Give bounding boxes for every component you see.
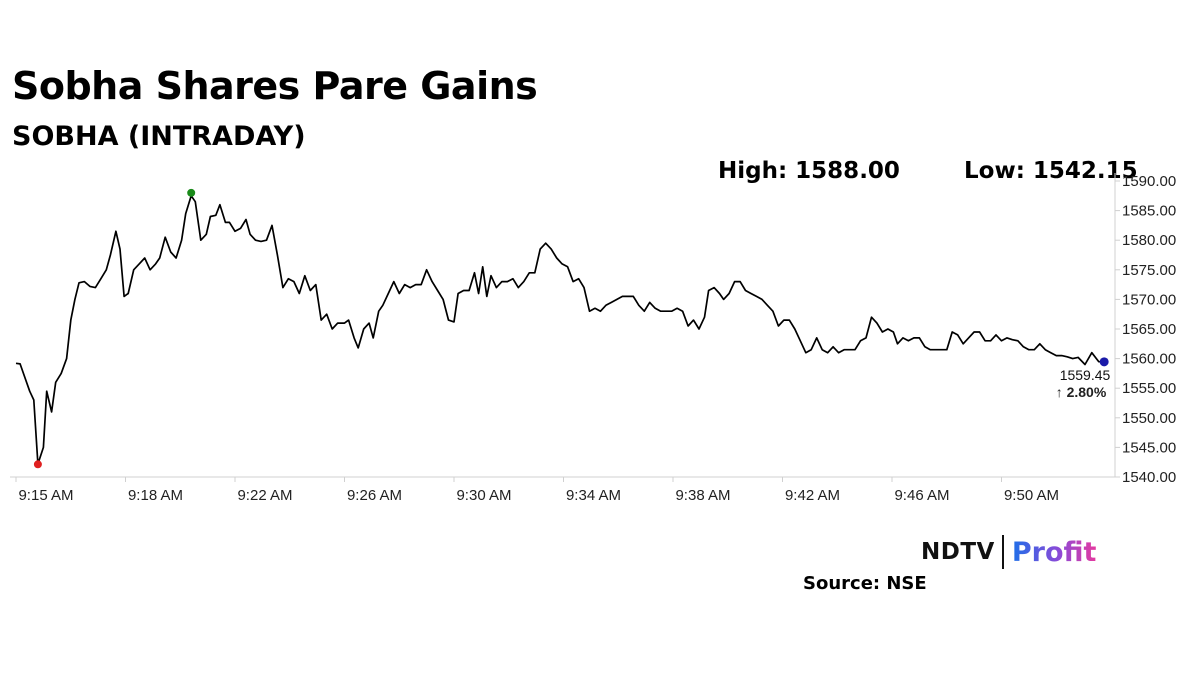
change-percent-label: ↑ 2.80% — [1056, 384, 1107, 400]
last-price-marker — [1099, 357, 1109, 367]
y-axis: 1540.00 1545.00 1550.00 1555.00 1560.00 1565.… — [1114, 173, 1176, 486]
x-tick-label: 9:38 AM — [675, 487, 730, 504]
x-axis: 9:15 AM 9:18 AM 9:22 AM 9:26 AM 9:30 AM 9:34 … — [10, 476, 1115, 504]
x-tick-label: 9:26 AM — [347, 487, 402, 504]
y-tick-label: 1540.00 — [1122, 469, 1176, 486]
x-tick-label: 9:42 AM — [785, 487, 840, 504]
y-tick-label: 1545.00 — [1122, 439, 1176, 456]
x-tick-label: 9:30 AM — [456, 487, 511, 504]
source-note: Source: NSE — [803, 573, 927, 594]
price-markers — [33, 188, 1109, 469]
y-tick-label: 1590.00 — [1122, 173, 1176, 190]
price-series-line — [15, 194, 1105, 465]
x-tick-label: 9:34 AM — [566, 487, 621, 504]
high-price-label: High: 1588.00 — [718, 158, 900, 184]
low-price-label: Low: 1542.15 — [964, 158, 1138, 184]
high-price-marker — [187, 188, 196, 197]
y-tick-label: 1565.00 — [1122, 321, 1176, 338]
logo-divider — [1001, 535, 1004, 569]
y-tick-label: 1570.00 — [1122, 291, 1176, 308]
x-tick-label: 9:46 AM — [894, 487, 949, 504]
y-tick-label: 1560.00 — [1122, 351, 1176, 368]
low-price-marker — [33, 460, 42, 469]
ndtv-logo-text: NDTV — [921, 539, 995, 565]
y-tick-label: 1580.00 — [1122, 232, 1176, 249]
y-tick-label: 1585.00 — [1122, 203, 1176, 220]
y-tick-label: 1555.00 — [1122, 380, 1176, 397]
x-tick-label: 9:15 AM — [18, 487, 73, 504]
y-tick-label: 1575.00 — [1122, 262, 1176, 279]
chart-subtitle: SOBHA (INTRADAY) — [12, 121, 306, 152]
ndtv-profit-logo: NDTV Profit — [921, 532, 1096, 572]
profit-logo-text: Profit — [1011, 536, 1097, 568]
last-price-label: 1559.45 — [1060, 367, 1111, 383]
y-tick-label: 1550.00 — [1122, 410, 1176, 427]
x-tick-label: 9:50 AM — [1004, 487, 1059, 504]
x-tick-label: 9:18 AM — [128, 487, 183, 504]
page-title: Sobha Shares Pare Gains — [12, 64, 538, 108]
x-tick-label: 9:22 AM — [237, 487, 292, 504]
